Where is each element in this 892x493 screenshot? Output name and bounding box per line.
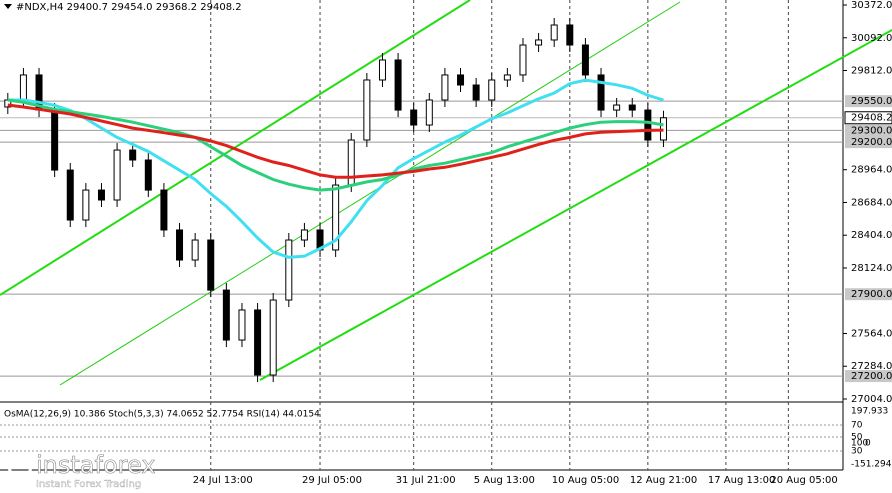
y-tick-label: 27284.0 [851, 361, 892, 372]
candle-body [457, 74, 465, 86]
candle-body [550, 24, 558, 41]
candle-body [644, 109, 652, 141]
level-label: 27200.0 [851, 371, 892, 382]
indicator-axis-label: 197.933 [851, 407, 888, 417]
watermark-brand: instaforex [36, 451, 156, 479]
x-tick-label: 20 Aug 05:00 [770, 475, 837, 486]
candle-body [254, 309, 262, 376]
candle-body [628, 104, 636, 111]
candle-body [66, 169, 74, 221]
x-tick-label: 29 Jul 05:00 [302, 475, 362, 486]
candle-body [613, 104, 621, 111]
candle-body [19, 74, 27, 101]
y-tick-label: 29812.0 [851, 66, 892, 77]
level-box [845, 288, 892, 301]
moving-average [7, 103, 664, 179]
menu-arrow [4, 4, 12, 9]
candle-body [410, 109, 418, 126]
candle-body [285, 239, 293, 301]
y-tick-label: 28124.0 [851, 263, 892, 274]
candle-body [378, 59, 386, 81]
y-tick-label: 27004.0 [851, 394, 892, 405]
indicator-axis-label: 100 [851, 439, 868, 449]
watermark-tagline: Instant Forex Trading [36, 479, 141, 490]
moving-average [7, 78, 664, 259]
candle-body [488, 79, 496, 101]
level-label: 27900.0 [851, 289, 892, 300]
indicator-axis-label: -151.294 [851, 460, 892, 470]
level-box [845, 124, 892, 137]
candle-body [363, 79, 371, 141]
channel-middle [59, 1, 681, 386]
candle-body [566, 24, 574, 46]
candle-body [144, 159, 152, 191]
candle-body [332, 184, 340, 251]
candle-body [222, 289, 230, 341]
level-label: 29408.2 [851, 113, 892, 124]
candle-body [160, 189, 168, 231]
candle-body [425, 99, 433, 126]
x-tick-label: 17 Aug 13:00 [708, 475, 775, 486]
x-tick-label: 5 Aug 13:00 [474, 475, 535, 486]
y-tick-label: 28684.0 [851, 197, 892, 208]
logo [7, 453, 33, 479]
indicator-axis-label: 70 [851, 421, 863, 431]
candle-body [176, 229, 184, 261]
candle-body [441, 74, 449, 101]
level-box [845, 95, 892, 108]
candle-body [581, 44, 589, 76]
channel-lower [259, 29, 892, 381]
candle-body [535, 39, 543, 46]
candle-body [472, 84, 480, 101]
level-label: 29300.0 [851, 125, 892, 136]
y-tick-label: 27564.0 [851, 328, 892, 339]
candle-body [113, 149, 121, 201]
candle-body [238, 309, 246, 341]
indicator-axis-label: 50 [851, 433, 863, 443]
candle-body [129, 149, 137, 161]
candle-body [300, 229, 308, 241]
indicator-title: OsMA(12,26,9) 10.386 Stoch(5,3,3) 74.065… [4, 410, 320, 420]
x-tick-label: 12 Aug 21:00 [630, 475, 697, 486]
y-tick-label: 30372.0 [851, 0, 892, 11]
x-tick-label: 10 Aug 05:00 [552, 475, 619, 486]
candle-body [207, 239, 215, 291]
y-tick-label: 30092.0 [851, 33, 892, 44]
level-box [845, 370, 892, 383]
level-label: 29550.0 [851, 96, 892, 107]
indicator-axis-label: 30 [851, 447, 863, 457]
candle-body [519, 44, 527, 76]
chart-title: #NDX,H4 29400.7 29454.0 29368.2 29408.2 [16, 2, 242, 13]
candle-body [394, 59, 402, 111]
level-box [845, 136, 892, 149]
x-tick-label: 24 Jul 13:00 [193, 475, 253, 486]
candle-body [82, 189, 90, 221]
candle-body [191, 239, 199, 261]
watermark: instaforex Instant Forex Trading [7, 451, 156, 490]
level-box [844, 111, 892, 125]
candle-body [51, 109, 59, 171]
level-label: 29200.0 [851, 137, 892, 148]
y-tick-label: 28404.0 [851, 230, 892, 241]
x-tick-label: 31 Jul 21:00 [396, 475, 456, 486]
y-tick-label: 28964.0 [851, 165, 892, 176]
candle-body [597, 74, 605, 111]
moving-average [7, 98, 664, 192]
candle-body [503, 74, 511, 81]
candle-body [269, 299, 277, 376]
indicator-axis-label: 0 [865, 439, 871, 449]
candle-body [97, 189, 105, 201]
